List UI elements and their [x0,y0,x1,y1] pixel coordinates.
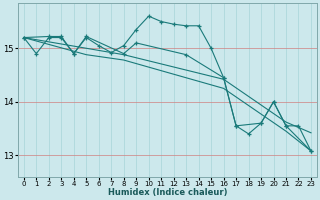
X-axis label: Humidex (Indice chaleur): Humidex (Indice chaleur) [108,188,227,197]
